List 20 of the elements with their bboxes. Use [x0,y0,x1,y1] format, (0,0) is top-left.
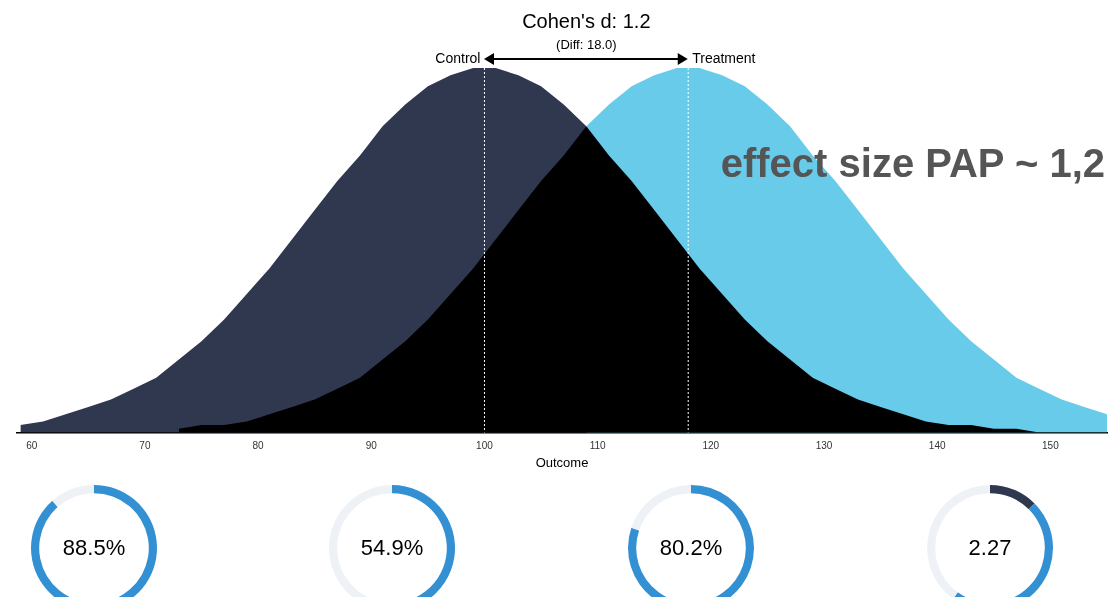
x-tick-label: 70 [139,440,151,452]
x-tick-label: 80 [252,440,265,452]
x-tick-label: 60 [26,440,38,452]
chart-title: Cohen's d: 1.2 [522,10,651,32]
data-label: 54.9% [360,535,424,561]
x-tick-label: 90 [365,440,378,452]
x-tick-label: 130 [815,440,833,452]
text: 2.27 [968,535,1012,561]
x-tick-label: 120 [702,440,720,452]
chart-subtitle: (Diff: 18.0) [556,37,617,52]
series-label: Control [435,50,481,66]
x-tick-label: 140 [928,440,946,452]
data-label: 88.5% [62,535,126,561]
annotation: effect size PAP ~ 1,2 [720,141,1105,185]
x-tick-label: 150 [1042,440,1060,452]
x-axis-title: Outcome [535,454,589,470]
series-label: Treatment [692,50,756,66]
x-tick-label: 110 [589,440,607,452]
x-tick-label: 100 [476,440,494,452]
data-label: 80.2% [659,535,723,561]
